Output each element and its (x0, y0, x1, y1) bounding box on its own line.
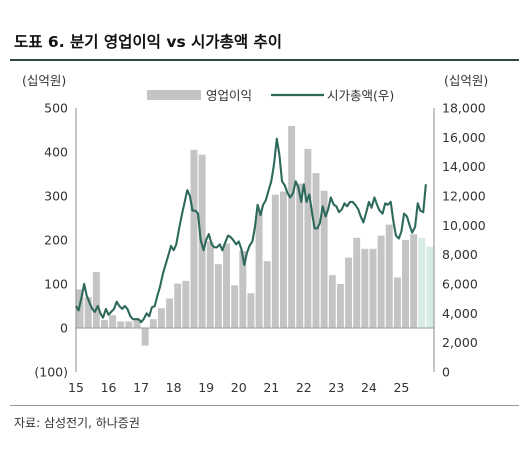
x-tick-label: 18 (166, 380, 182, 395)
legend: 영업이익 시가총액(우) (147, 88, 394, 103)
market-cap-line-layer (75, 137, 427, 324)
bar-1Q25 (402, 240, 409, 328)
left-axis-unit: (십억원) (22, 73, 66, 88)
right-tick-label: 0 (442, 365, 450, 380)
bar-4Q16 (133, 319, 141, 328)
bar-2Q23 (345, 257, 353, 328)
left-tick-label: 200 (44, 233, 68, 248)
left-tick-label: 100 (44, 277, 68, 292)
bar-3Q22 (320, 190, 328, 328)
right-tick-label: 10,000 (442, 218, 486, 233)
x-tick-label: 16 (101, 380, 117, 395)
legend-label-market-cap: 시가총액(우) (327, 88, 394, 103)
bar-1Q16 (109, 315, 117, 328)
bar-3Q18 (190, 149, 198, 328)
bar-4Q23 (361, 248, 369, 328)
bar-2Q24 (377, 235, 385, 328)
x-tick-label: 23 (328, 380, 344, 395)
bar-2Q25 (410, 234, 418, 328)
x-tick-label: 25 (393, 380, 409, 395)
bar-3Q21 (288, 126, 296, 328)
bar-4Q20 (263, 261, 271, 328)
left-tick-label: 500 (44, 101, 68, 116)
bar-3Q20 (255, 210, 263, 328)
bar-3Q19 (223, 243, 230, 328)
bar-1Q18 (174, 283, 182, 328)
bar-1Q19 (206, 241, 214, 328)
right-tick-label: 18,000 (442, 101, 486, 116)
bar-1Q17 (141, 328, 149, 346)
left-tick-label: (100) (34, 365, 68, 380)
x-tick-label: 19 (198, 380, 214, 395)
bar-2Q21 (280, 191, 287, 328)
bar-4Q19 (231, 285, 239, 328)
bar-4Q18 (198, 154, 206, 328)
bar-4Q17 (166, 298, 174, 328)
left-tick-label: 300 (44, 189, 68, 204)
market-cap-line (75, 137, 427, 324)
right-tick-label: 14,000 (442, 159, 486, 174)
bar-1Q23 (336, 284, 344, 328)
left-tick-label: 400 (44, 145, 68, 160)
right-tick-label: 4,000 (442, 306, 478, 321)
legend-label-operating-profit: 영업이익 (206, 88, 252, 103)
x-tick-label: 20 (231, 380, 247, 395)
bar-3Q23 (353, 237, 361, 328)
bar-2Q22 (312, 173, 320, 328)
x-tick-label: 21 (263, 380, 279, 395)
operating-profit-bars (76, 126, 434, 346)
tick-labels: (100) 0 100 200 300 400 500 0 2,000 4,000 6,000 8,0… (34, 101, 485, 396)
right-tick-label: 2,000 (442, 335, 478, 350)
bar-3Q24 (385, 224, 393, 328)
right-tick-label: 6,000 (442, 277, 478, 292)
bar-1Q24 (369, 248, 377, 328)
bar-2Q16 (117, 321, 125, 328)
bar-4Q15 (101, 320, 108, 328)
bar-2Q17 (149, 319, 157, 328)
bar-1Q15 (76, 289, 84, 328)
bar-1Q22 (304, 148, 312, 328)
x-tick-label: 24 (361, 380, 377, 395)
right-tick-label: 16,000 (442, 130, 486, 145)
bar-4Q25 (426, 246, 434, 328)
bar-3Q15 (92, 272, 100, 328)
bar-3Q17 (157, 308, 165, 328)
legend-swatch-operating-profit (147, 90, 201, 100)
figure-title: 도표 6. 분기 영업이익 vs 시가총액 추이 (14, 33, 283, 51)
left-tick-label: 0 (60, 321, 68, 336)
right-tick-label: 12,000 (442, 189, 486, 204)
bar-2Q15 (84, 297, 92, 328)
bar-1Q21 (271, 194, 279, 328)
source-rule (10, 405, 519, 406)
bar-1Q20 (239, 251, 247, 328)
right-tick-label: 8,000 (442, 247, 478, 262)
x-tick-label: 17 (133, 380, 149, 395)
bar-3Q25 (418, 237, 426, 328)
right-axis-unit: (십억원) (444, 73, 488, 88)
bar-4Q22 (328, 275, 336, 328)
bar-3Q16 (125, 321, 133, 328)
title-rule (10, 59, 519, 61)
x-tick-label: 22 (296, 380, 312, 395)
bar-4Q21 (296, 183, 304, 328)
bar-4Q24 (393, 277, 401, 328)
axes (75, 108, 435, 372)
bar-2Q19 (214, 264, 222, 328)
bar-2Q18 (182, 280, 190, 328)
source-note: 자료: 삼성전기, 하나증권 (14, 416, 140, 430)
bar-2Q20 (247, 293, 255, 328)
x-tick-label: 15 (68, 380, 84, 395)
